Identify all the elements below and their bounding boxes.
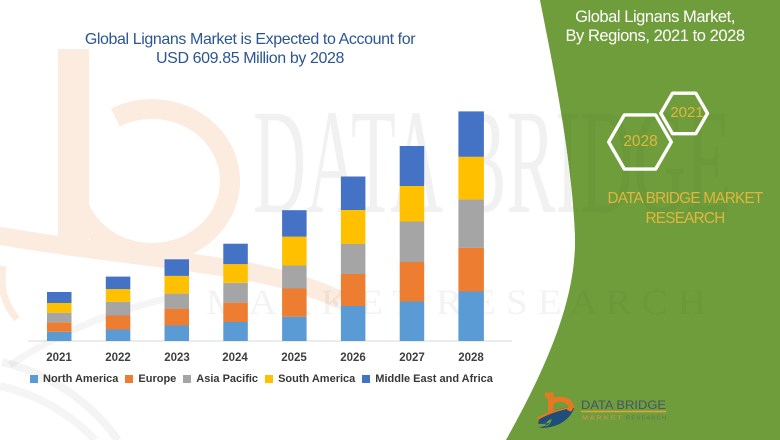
svg-text:DATA BRIDGE: DATA BRIDGE: [581, 398, 666, 412]
svg-text:R E S E A R C H: R E S E A R C H: [626, 416, 666, 422]
svg-text:M A R K E T: M A R K E T: [582, 416, 623, 422]
